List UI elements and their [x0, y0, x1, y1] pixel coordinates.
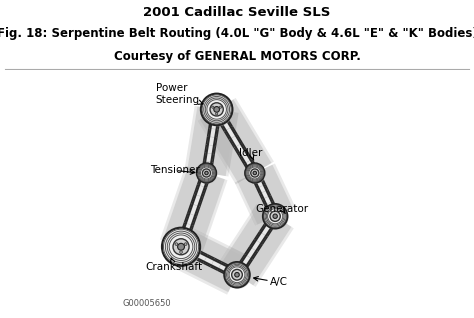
Circle shape [270, 211, 280, 221]
Circle shape [264, 205, 289, 230]
Polygon shape [233, 214, 279, 277]
Circle shape [178, 243, 184, 250]
Circle shape [163, 229, 201, 267]
Circle shape [173, 239, 189, 255]
Circle shape [198, 165, 218, 184]
Circle shape [162, 228, 200, 266]
Polygon shape [179, 243, 239, 279]
Circle shape [245, 163, 264, 183]
Text: Generator: Generator [255, 204, 308, 214]
Text: G00005650: G00005650 [122, 299, 171, 308]
Circle shape [235, 273, 239, 277]
Circle shape [219, 106, 221, 108]
Text: Crankshaft: Crankshaft [146, 258, 202, 272]
Circle shape [224, 262, 250, 287]
Polygon shape [213, 107, 259, 175]
Circle shape [226, 263, 251, 289]
Circle shape [263, 204, 287, 228]
Text: Idler: Idler [239, 148, 263, 160]
Circle shape [205, 171, 208, 175]
Text: Courtesy of GENERAL MOTORS CORP.: Courtesy of GENERAL MOTORS CORP. [114, 50, 360, 63]
Text: A/C: A/C [254, 277, 288, 287]
Circle shape [251, 169, 259, 177]
Circle shape [246, 165, 266, 184]
Circle shape [216, 113, 218, 115]
Circle shape [232, 269, 242, 280]
Circle shape [180, 251, 182, 253]
Circle shape [202, 169, 210, 177]
Circle shape [210, 103, 223, 116]
Circle shape [197, 163, 216, 183]
Text: Tensioner: Tensioner [151, 165, 200, 176]
Circle shape [214, 107, 219, 112]
Text: 2001 Cadillac Seville SLS: 2001 Cadillac Seville SLS [143, 6, 331, 18]
Polygon shape [251, 171, 279, 218]
Text: Fig. 18: Serpentine Belt Routing (4.0L "G" Body & 4.6L "E" & "K" Bodies): Fig. 18: Serpentine Belt Routing (4.0L "… [0, 27, 474, 39]
Circle shape [201, 93, 232, 125]
Circle shape [253, 171, 256, 175]
Polygon shape [177, 171, 211, 248]
Circle shape [184, 243, 187, 245]
Circle shape [202, 95, 234, 127]
Text: Power
Steering: Power Steering [155, 83, 203, 105]
Circle shape [273, 214, 277, 218]
Polygon shape [202, 109, 221, 174]
Circle shape [175, 243, 178, 245]
Circle shape [212, 106, 214, 108]
